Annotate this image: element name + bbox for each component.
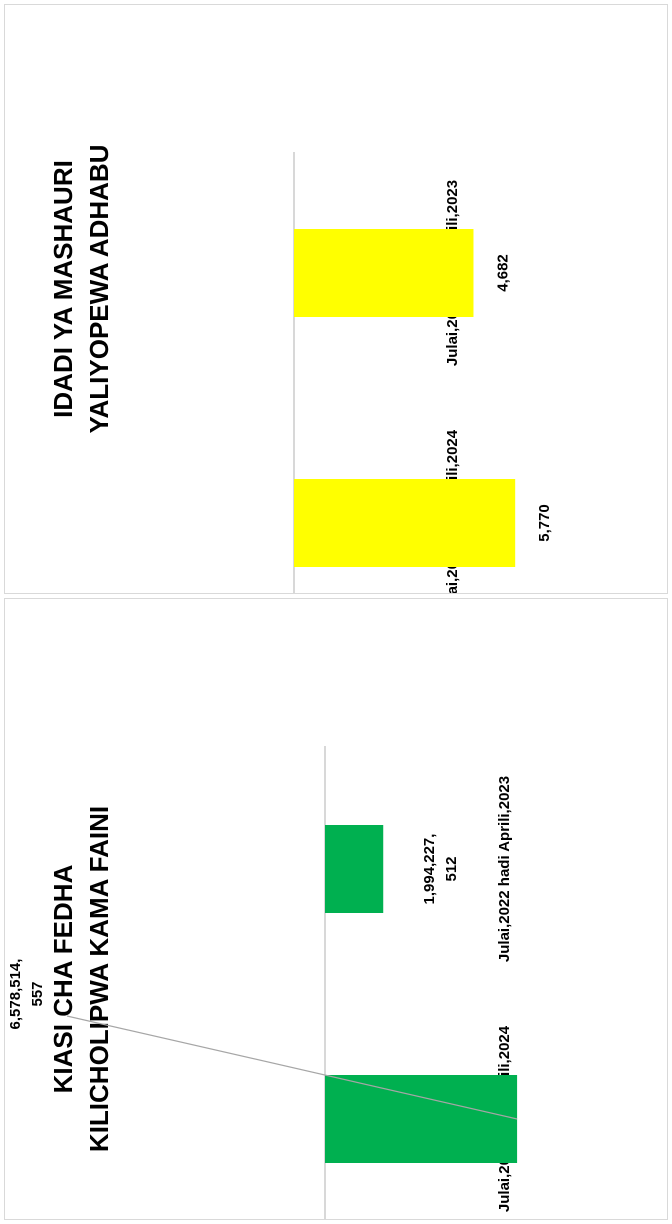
chart-1-category-label-0: Julai,2022 hadi Aprili,2023 — [496, 776, 513, 962]
chart-1-data-label-0-line-1: 512 — [443, 856, 460, 881]
chart-0-bar-1 — [294, 479, 516, 567]
chart-1-data-label-1: 6,578,514, 557 — [7, 959, 46, 1030]
chart-0-data-label-0: 4,682 — [494, 254, 511, 292]
chart-1-bar-1 — [325, 1075, 518, 1163]
chart-1-leader-line-1 — [66, 1015, 518, 1120]
chart-0-bar-0 — [294, 229, 474, 317]
chart-0-title-line-0: IDADI YA MASHAURI — [48, 160, 78, 418]
chart-0-title-line-1: YALIYOPEWA ADHABU — [84, 145, 114, 434]
chart-0-data-label-0-line-0: 4,682 — [494, 254, 511, 292]
chart-1-title-line-1: KILICHOLIPWA KAMA FAINI — [84, 806, 114, 1152]
chart-0-data-label-1: 5,770 — [536, 504, 553, 542]
chart-fines-svg: KIASI CHA FEDHA KILICHOLIPWA KAMA FAINI Ju… — [7, 746, 518, 1219]
chart-1-bar-0 — [325, 825, 384, 913]
chart-1-title-line-0: KIASI CHA FEDHA — [48, 864, 78, 1093]
chart-1-data-label-0-line-0: 1,994,227, — [421, 834, 438, 905]
chart-panel-fines: KIASI CHA FEDHA KILICHOLIPWA KAMA FAINI Ju… — [4, 598, 668, 1220]
chart-1-data-label-1-line-0: 6,578,514, — [7, 959, 24, 1030]
chart-1-data-label-1-line-1: 557 — [29, 981, 46, 1006]
chart-0-data-label-1-line-0: 5,770 — [536, 504, 553, 542]
chart-1-data-label-0: 1,994,227, 512 — [421, 834, 460, 905]
